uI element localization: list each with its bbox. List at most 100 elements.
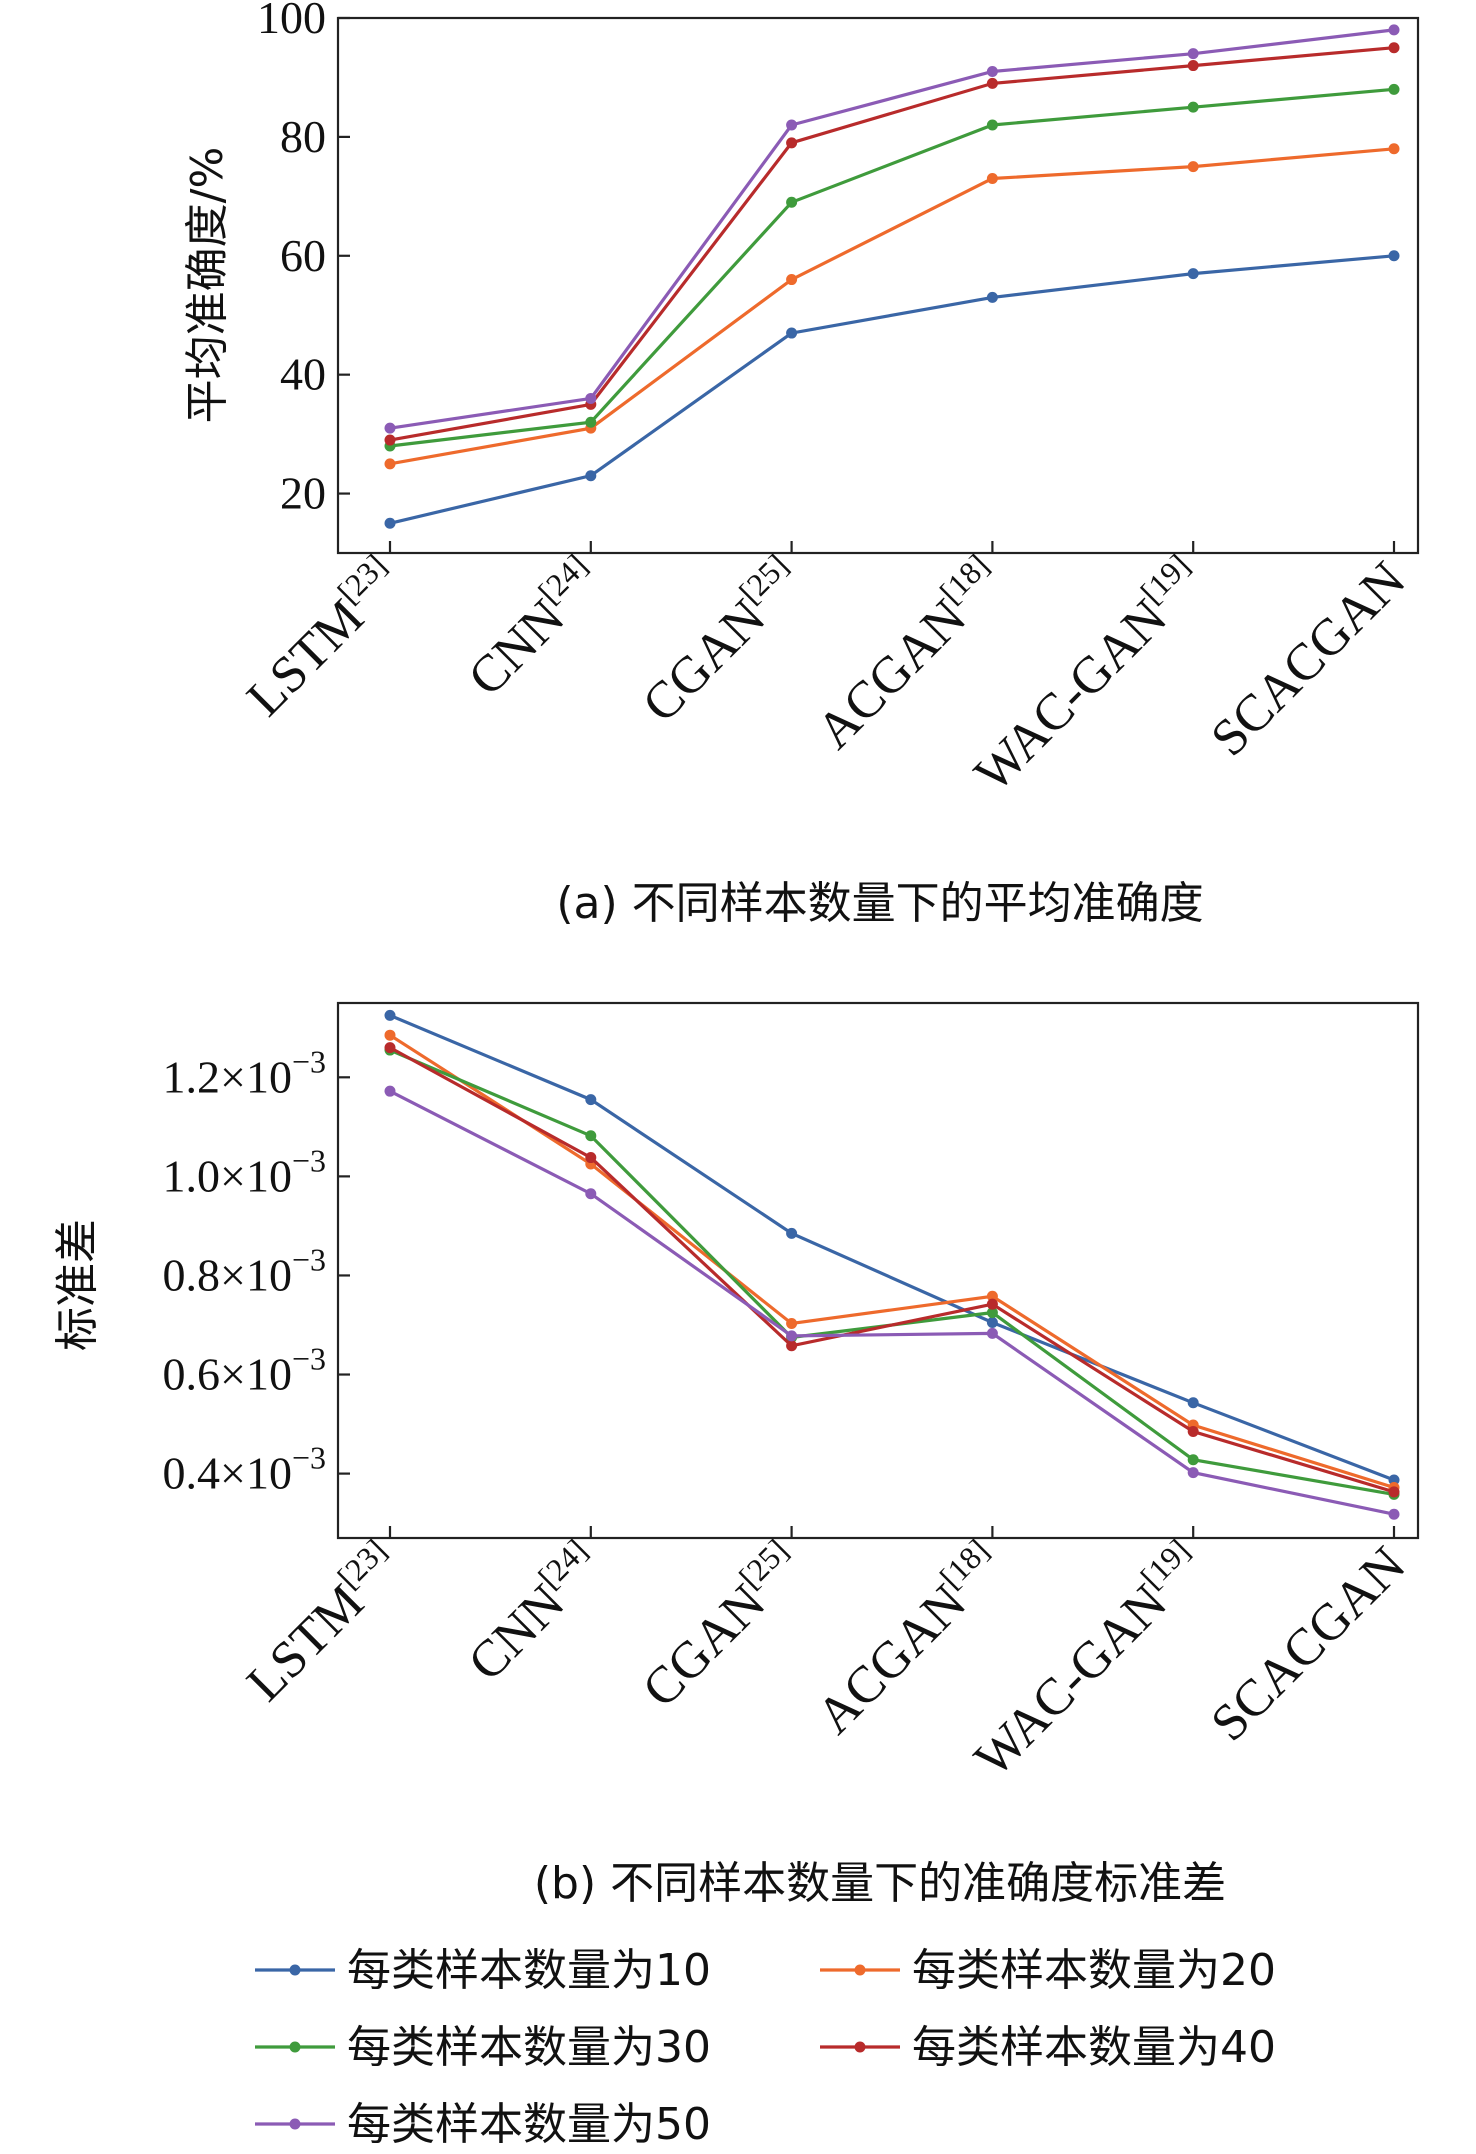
- b-series-5-point: [1388, 1508, 1400, 1520]
- a-series-2-point: [986, 173, 998, 184]
- chart-a-caption: (a) 不同样本数量下的平均准确度: [556, 878, 1203, 929]
- legend-label: 每类样本数量为10: [347, 1945, 711, 1996]
- a-series-1-point: [986, 291, 998, 303]
- a-series-4-point: [986, 77, 998, 89]
- a-series-5-point: [986, 66, 998, 77]
- b-xtick-label: SCACGAN: [1200, 1536, 1416, 1752]
- b-series-line-4: [389, 1046, 1395, 1494]
- legend-marker: [854, 1964, 866, 1976]
- a-series-line-5: [389, 28, 1395, 430]
- b-ytick-label: 0.4×10−3: [163, 1440, 327, 1499]
- legend-label: 每类样本数量为50: [347, 2099, 711, 2150]
- a-xtick-label: LSTM[23]: [232, 547, 412, 727]
- b-series-4-point: [986, 1298, 998, 1310]
- a-xtick-label: SCACGAN: [1200, 551, 1416, 767]
- legend-label: 每类样本数量为20: [912, 1945, 1276, 1996]
- b-ytick-label: 0.6×10−3: [163, 1341, 327, 1400]
- b-series-line-2: [389, 1033, 1395, 1490]
- chart-b-y-axis-label: 标准差: [52, 1219, 103, 1351]
- b-xtick-label: LSTM[23]: [232, 1532, 412, 1712]
- b-series-line-3: [389, 1048, 1395, 1496]
- chart-b-caption: (b) 不同样本数量下的准确度标准差: [534, 1858, 1226, 1909]
- a-series-5-point: [1187, 48, 1199, 60]
- a-series-5-point: [786, 119, 798, 131]
- a-series-2-point: [1388, 143, 1400, 155]
- a-series-4-point: [384, 434, 396, 446]
- legend-marker: [289, 2118, 301, 2130]
- a-series-3-point: [1388, 83, 1400, 95]
- a-series-1-point: [786, 327, 798, 339]
- a-series-1-point: [1187, 268, 1199, 280]
- a-xtick-label: CNN[24]: [453, 547, 613, 707]
- b-ytick-label: 0.8×10−3: [163, 1241, 327, 1300]
- b-series-4-point: [585, 1152, 597, 1164]
- a-series-3-point: [786, 196, 798, 208]
- a-xtick-label: CGAN[25]: [628, 547, 814, 733]
- a-ytick-label: 60: [280, 230, 326, 281]
- b-series-1-point: [384, 1009, 396, 1021]
- legend-label: 每类样本数量为40: [912, 2022, 1276, 2073]
- b-xtick-label: CNN[24]: [453, 1532, 613, 1692]
- a-xtick-label: WAC-GAN[19]: [960, 547, 1216, 803]
- b-series-2-point: [384, 1029, 396, 1041]
- b-series-1-point: [585, 1094, 597, 1106]
- a-series-2-point: [384, 458, 396, 470]
- legend-item: 每类样本数量为10: [255, 1945, 711, 1996]
- a-series-4-point: [786, 137, 798, 149]
- b-xtick-label: ACGAN[18]: [802, 1532, 1015, 1745]
- b-series-4-point: [384, 1042, 396, 1054]
- a-ytick-label: 80: [280, 111, 326, 162]
- b-series-3-point: [1187, 1454, 1199, 1466]
- b-series-3-point: [585, 1130, 597, 1142]
- chart-a-plot-frame: [336, 16, 1420, 555]
- a-series-3-point: [986, 119, 998, 131]
- b-series-1-point: [1187, 1397, 1199, 1409]
- a-series-2-point: [1187, 161, 1199, 173]
- chart-b-plot-frame: [336, 1001, 1420, 1540]
- legend-marker: [854, 2041, 866, 2053]
- a-series-line-1: [389, 254, 1395, 525]
- a-series-3-point: [585, 416, 597, 428]
- b-series-5-point: [1187, 1467, 1199, 1479]
- a-series-4-point: [1388, 42, 1400, 54]
- legend: 每类样本数量为10 每类样本数量为20 每类样本数量为30 每类样本数量为40 每类样本…: [255, 1945, 1276, 2150]
- b-series-1-point: [986, 1317, 998, 1329]
- a-series-1-point: [1388, 250, 1400, 262]
- b-series-2-point: [786, 1318, 798, 1330]
- a-series-5-point: [384, 422, 396, 434]
- b-series-2-point: [986, 1290, 998, 1302]
- legend-marker: [289, 2041, 301, 2053]
- b-series-5-point: [384, 1085, 396, 1097]
- chart-a-y-axis-label: 平均准确度/%: [182, 147, 233, 424]
- b-xtick-label: WAC-GAN[19]: [960, 1532, 1216, 1788]
- legend-item: 每类样本数量为20: [820, 1945, 1276, 1996]
- a-series-1-point: [384, 517, 396, 529]
- b-xtick-label: CGAN[25]: [628, 1532, 814, 1718]
- a-xtick-label: ACGAN[18]: [802, 547, 1015, 760]
- b-ytick-label: 1.0×10−3: [163, 1142, 327, 1201]
- a-ytick-label: 40: [280, 349, 326, 400]
- b-series-line-5: [389, 1089, 1395, 1516]
- b-series-4-point: [1187, 1425, 1199, 1437]
- a-series-line-3: [389, 87, 1395, 448]
- b-series-5-point: [585, 1188, 597, 1200]
- a-ytick-label: 100: [257, 0, 326, 43]
- a-series-line-4: [389, 46, 1395, 442]
- b-series-3-point: [986, 1307, 998, 1319]
- legend-item: 每类样本数量为50: [255, 2099, 711, 2150]
- b-series-5-point: [786, 1330, 798, 1342]
- a-series-2-point: [786, 274, 798, 286]
- b-ytick-label: 1.2×10−3: [163, 1043, 327, 1102]
- legend-label: 每类样本数量为30: [347, 2022, 711, 2073]
- a-series-3-point: [1187, 101, 1199, 113]
- a-ytick-label: 20: [280, 468, 326, 519]
- b-series-4-point: [1388, 1486, 1400, 1498]
- a-series-line-2: [389, 147, 1395, 466]
- a-series-4-point: [1187, 60, 1199, 72]
- legend-item: 每类样本数量为40: [820, 2022, 1276, 2073]
- b-series-1-point: [786, 1227, 798, 1239]
- legend-item: 每类样本数量为30: [255, 2022, 711, 2073]
- b-series-line-1: [389, 1013, 1395, 1482]
- a-series-1-point: [585, 470, 597, 482]
